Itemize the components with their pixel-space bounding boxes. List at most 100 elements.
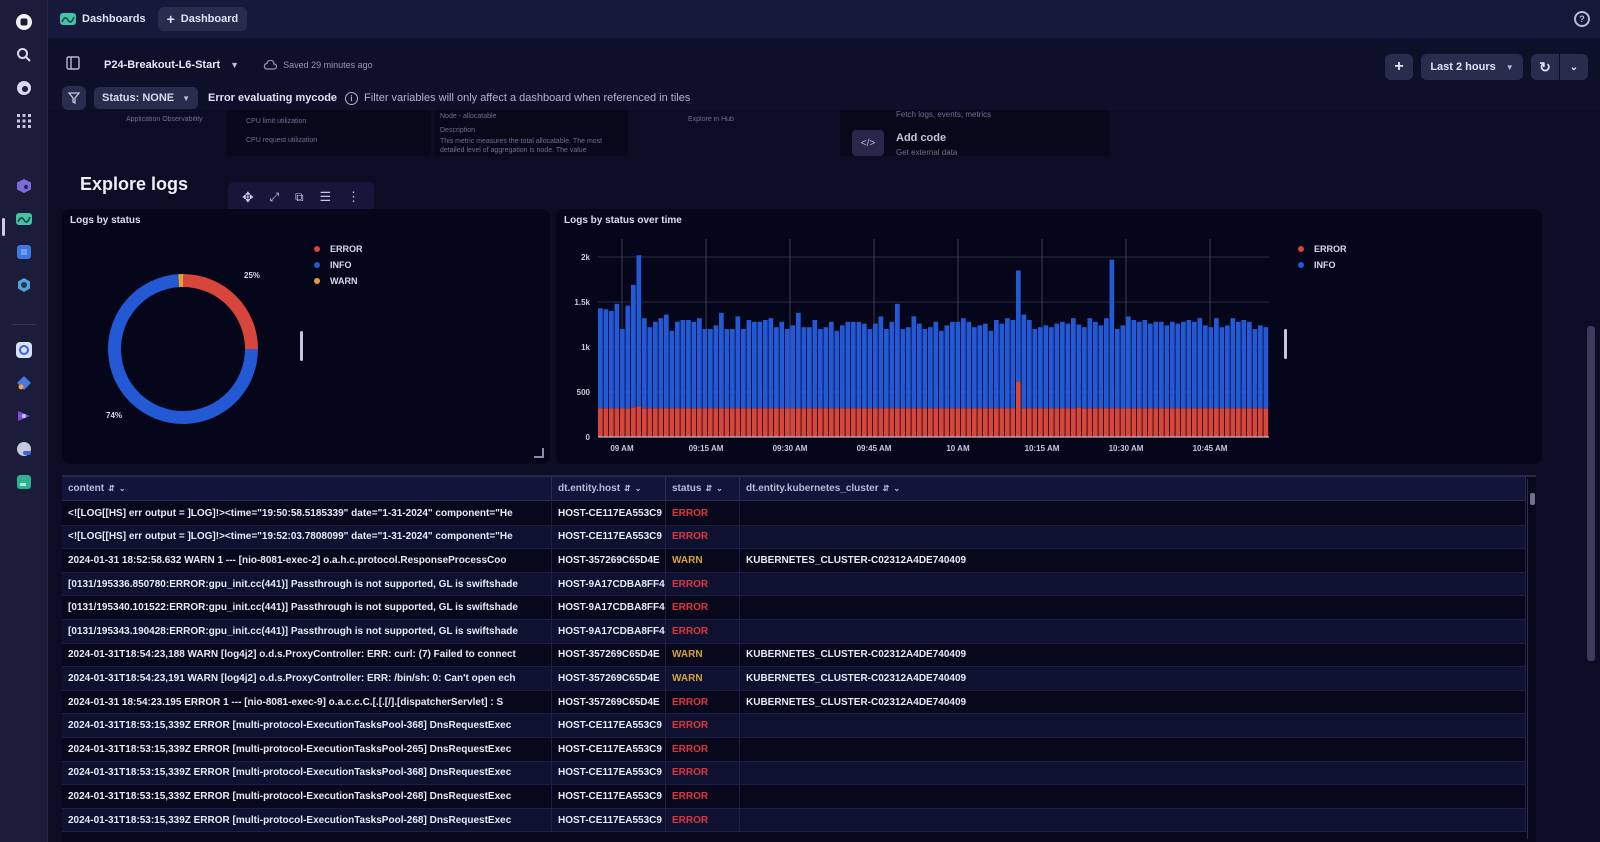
table-row[interactable]: [0131/195336.850780:ERROR:gpu_init.cc(44… [62, 572, 1526, 597]
table-scroll-thumb[interactable] [1530, 493, 1535, 505]
table-row[interactable]: 2024-01-31T18:53:15,339Z ERROR [multi-pr… [62, 808, 1526, 833]
cell-host: HOST-CE117EA553C9 [552, 808, 666, 832]
table-row[interactable]: 2024-01-31T18:53:15,339Z ERROR [multi-pr… [62, 714, 1526, 738]
x-tick: 09:30 AM [773, 444, 808, 453]
table-row[interactable]: 2024-01-31T18:54:23,188 WARN [log4j2] o.… [62, 643, 1526, 668]
legend-dot [1298, 262, 1304, 268]
cell-host: HOST-CE117EA553C9 [552, 714, 666, 737]
cell-status: ERROR [666, 761, 740, 785]
chevron-down-icon[interactable]: ⌄ [634, 484, 642, 493]
donut-chart[interactable] [98, 264, 268, 434]
dashboards-app-icon[interactable] [14, 209, 34, 229]
globe-app-icon[interactable] [14, 439, 34, 459]
apps-grid-icon[interactable] [14, 111, 34, 131]
legend-item[interactable]: ERROR [314, 241, 363, 257]
timeframe-label: Last 2 hours [1430, 61, 1496, 73]
legend-item[interactable]: ERROR [1298, 241, 1347, 257]
cell-host: HOST-357269C65D4E [552, 667, 666, 690]
table-row[interactable]: 2024-01-31T18:54:23,191 WARN [log4j2] o.… [62, 667, 1526, 691]
table-row[interactable]: 2024-01-31 18:52:58.632 WARN 1 --- [nio-… [62, 549, 1526, 573]
chevron-down-icon[interactable]: ⌄ [893, 484, 901, 493]
notebooks-app-icon[interactable] [14, 242, 34, 262]
legend-dot [1298, 246, 1304, 252]
cell-status: ERROR [666, 502, 740, 525]
tile-resize-handle[interactable] [1284, 329, 1287, 359]
legend-item[interactable]: INFO [1298, 257, 1347, 273]
duplicate-icon[interactable]: ⧉ [295, 189, 304, 204]
table-row[interactable]: <![LOG[[HS] err output = ]LOG]!><time="1… [62, 525, 1526, 550]
donut-slice-error[interactable] [183, 274, 258, 349]
chevron-down-icon[interactable]: ⌄ [716, 484, 723, 493]
table-row[interactable]: [0131/195343.190428:ERROR:gpu_init.cc(44… [62, 620, 1526, 644]
timeframe-selector[interactable]: Last 2 hours ▼ [1421, 54, 1523, 80]
sidebar-toggle-icon[interactable] [66, 56, 80, 73]
table-scrollbar[interactable] [1527, 479, 1535, 839]
workflows-app-icon[interactable] [14, 373, 34, 393]
donut-slice-warn[interactable] [178, 274, 183, 288]
dashboard-main: P24-Breakout-L6-Start ▼ Saved 29 minutes… [48, 38, 1600, 842]
refresh-button[interactable]: ↻ [1531, 54, 1559, 80]
logs-table: content ⇵ ⌄ dt.entity.host ⇵ ⌄ status ⇵ ⌄ dt.enti… [62, 475, 1536, 842]
y-tick: 2k [581, 253, 590, 262]
cell-host: HOST-CE117EA553C9 [552, 738, 666, 761]
legend-label: INFO [1314, 260, 1336, 270]
logs-over-time-tile[interactable]: Logs by status over time 0 500 1k 1.5k 2k 09 … [556, 209, 1542, 464]
table-row[interactable]: 2024-01-31T18:53:15,339Z ERROR [multi-pr… [62, 785, 1526, 809]
legend-item[interactable]: INFO [314, 257, 363, 273]
table-row[interactable]: 2024-01-31T18:53:15,339Z ERROR [multi-pr… [62, 761, 1526, 786]
page-scroll-thumb[interactable] [1587, 326, 1595, 661]
x-tick: 09:45 AM [857, 444, 892, 453]
sort-icon[interactable]: ⇵ [108, 484, 115, 493]
column-label: dt.entity.kubernetes_cluster [746, 483, 879, 494]
table-row[interactable]: <![LOG[[HS] err output = ]LOG]!><time="1… [62, 502, 1526, 526]
refresh-options-button[interactable]: ⌄ [1560, 54, 1588, 80]
logs-app-icon[interactable] [14, 340, 34, 360]
cell-cluster [740, 761, 1526, 785]
y-tick: 0 [586, 433, 591, 442]
logs-by-status-tile[interactable]: Logs by status 25% 74% ERROR INFO WARN [62, 209, 550, 464]
cell-content: 2024-01-31T18:53:15,339Z ERROR [multi-pr… [62, 785, 552, 808]
filter-button[interactable] [62, 86, 86, 110]
top-bar: Dashboards + Dashboard ? [48, 0, 1600, 38]
legend-item[interactable]: WARN [314, 273, 363, 289]
donut-percent-label: 74% [106, 411, 123, 420]
home-icon[interactable] [14, 12, 34, 32]
column-header-dt-entity-host[interactable]: dt.entity.host ⇵ ⌄ [552, 476, 666, 501]
tile-resize-handle[interactable] [300, 331, 303, 361]
search-icon[interactable] [14, 45, 34, 65]
cell-status: WARN [666, 549, 740, 572]
add-tile-button[interactable]: + [1385, 54, 1413, 80]
sort-icon[interactable]: ⇵ [882, 484, 890, 493]
dashboards-app-tab[interactable]: Dashboards [60, 12, 146, 26]
chevron-down-icon[interactable]: ▼ [230, 59, 240, 70]
status-filter-chip[interactable]: Status: NONE ▼ [94, 87, 199, 109]
expand-icon[interactable]: ⤢ [269, 189, 280, 204]
cell-status: ERROR [666, 620, 740, 643]
dashboard-title[interactable]: P24-Breakout-L6-Start [104, 58, 221, 71]
new-dashboard-tab[interactable]: + Dashboard [157, 7, 248, 31]
corner-resize-icon[interactable] [534, 448, 544, 458]
column-header-status[interactable]: status ⇵ ⌄ [666, 476, 740, 501]
table-row[interactable]: 2024-01-31 18:54:23.195 ERROR 1 --- [nio… [62, 690, 1526, 715]
stacked-bar-chart[interactable]: 0 500 1k 1.5k 2k 09 AM 09:15 AM 09:30 AM 09:45 A… [556, 209, 1316, 464]
chevron-down-icon[interactable]: ⌄ [118, 484, 126, 493]
cloud-icon [263, 59, 278, 70]
sort-icon[interactable]: ⇵ [705, 484, 713, 493]
help-icon[interactable]: ? [1574, 11, 1590, 27]
data-app-icon[interactable] [14, 472, 34, 492]
cube-app-icon[interactable] [14, 176, 34, 196]
cell-status: ERROR [666, 785, 740, 808]
column-header-dt-entity-kubernetes_cluster[interactable]: dt.entity.kubernetes_cluster ⇵ ⌄ [740, 476, 1526, 501]
header-controls: + Last 2 hours ▼ ↻ ⌄ [1385, 54, 1588, 80]
column-header-content[interactable]: content ⇵ ⌄ [62, 476, 552, 501]
table-row[interactable]: 2024-01-31T18:53:15,339Z ERROR [multi-pr… [62, 738, 1526, 762]
hub-icon[interactable] [14, 78, 34, 98]
table-row[interactable]: [0131/195340.101522:ERROR:gpu_init.cc(44… [62, 596, 1526, 620]
page-scrollbar[interactable] [1587, 76, 1595, 796]
move-icon[interactable]: ✥ [241, 188, 254, 205]
more-icon[interactable]: ⋮ [347, 189, 361, 204]
kubernetes-app-icon[interactable] [14, 275, 34, 295]
ai-app-icon[interactable] [14, 406, 34, 426]
list-icon[interactable]: ☰ [319, 189, 332, 204]
sort-icon[interactable]: ⇵ [624, 484, 631, 493]
